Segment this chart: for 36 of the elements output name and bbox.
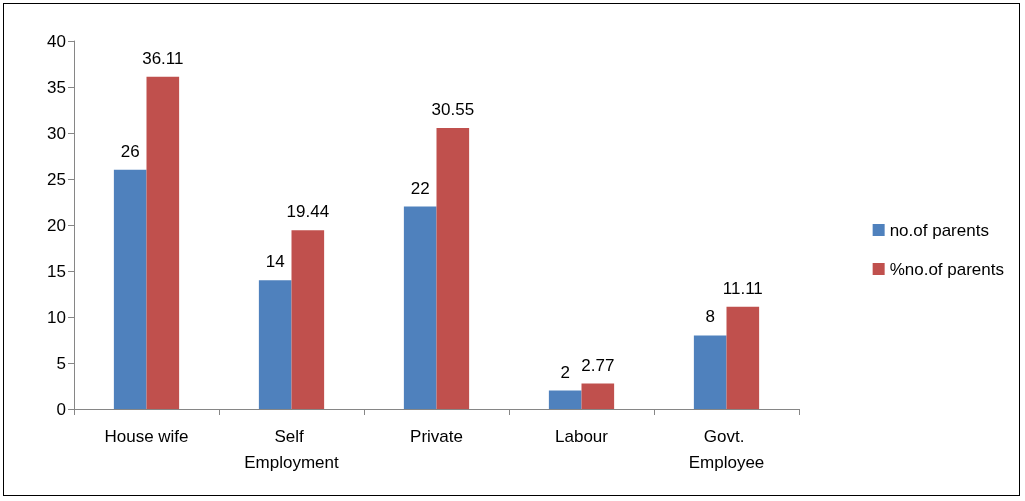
- data-label: 30.55: [431, 99, 475, 119]
- y-tick-label: 15: [47, 261, 66, 281]
- y-tick-label: 20: [47, 215, 66, 235]
- y-tick-label: 0: [56, 399, 66, 419]
- y-tick-label: 10: [47, 307, 66, 327]
- data-label: 22: [410, 178, 430, 198]
- data-label: 14: [265, 252, 285, 272]
- bar: [548, 390, 582, 409]
- bar: [113, 169, 147, 409]
- bar: [581, 383, 615, 409]
- bar: [291, 230, 325, 409]
- bar: [403, 206, 437, 409]
- bar: [258, 280, 292, 409]
- data-label: 11.11: [722, 278, 763, 298]
- data-label: 2: [560, 362, 570, 382]
- bar: [693, 335, 727, 409]
- x-tick-label: Self Employment: [244, 426, 340, 472]
- bar: [436, 127, 470, 409]
- legend-label: %no.of parents: [889, 259, 1005, 279]
- bar: [146, 76, 180, 409]
- x-tick-label: Govt. Employee: [688, 426, 765, 472]
- y-tick-label: 5: [56, 353, 66, 373]
- x-tick-label: Labour: [555, 426, 609, 446]
- data-label: 2.77: [581, 355, 615, 375]
- y-tick-label: 25: [47, 169, 66, 189]
- x-tick-label: Private: [410, 426, 463, 446]
- y-tick-label: 35: [47, 77, 66, 97]
- data-label: 26: [120, 141, 140, 161]
- x-tick-label: House wife: [104, 426, 189, 446]
- bar: [726, 306, 760, 409]
- data-label: 19.44: [286, 202, 330, 222]
- data-label: 8: [705, 307, 715, 327]
- y-tick-label: 40: [47, 31, 66, 51]
- data-label: 36.11: [142, 48, 184, 68]
- y-tick-label: 30: [47, 123, 66, 143]
- legend-label: no.of parents: [889, 220, 989, 240]
